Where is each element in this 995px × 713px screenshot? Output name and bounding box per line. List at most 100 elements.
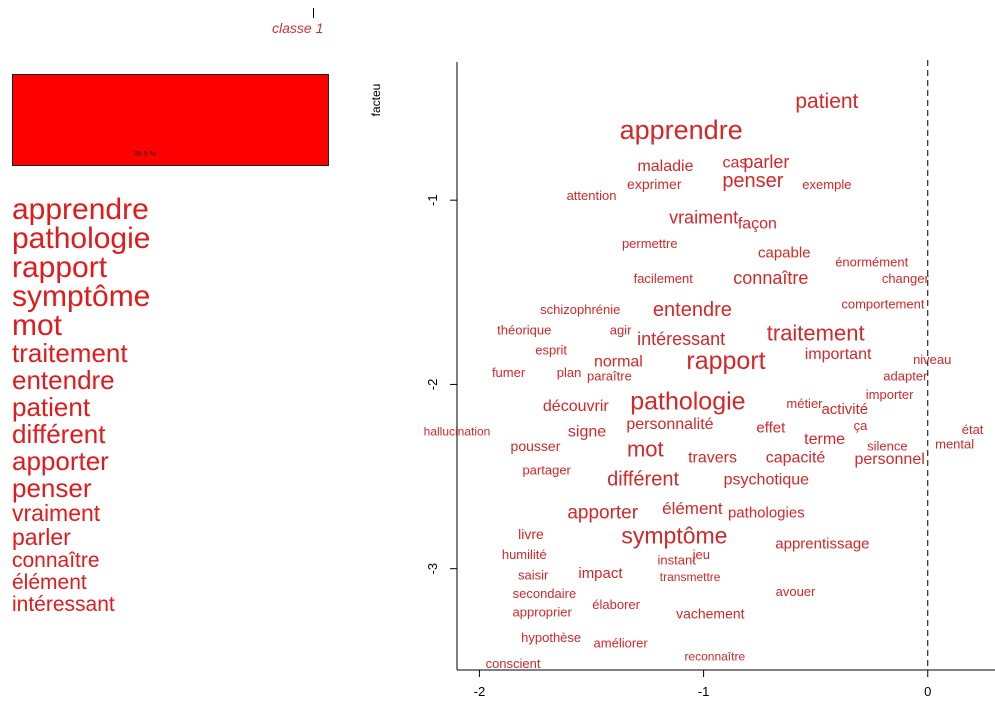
chart-word-label: niveau [913, 352, 951, 367]
chart-word-label: facilement [634, 271, 694, 286]
y-tick-label: -3 [425, 563, 440, 575]
chart-word-label: normal [594, 354, 643, 371]
chart-word-label: état [962, 422, 984, 437]
chart-word-label: reconnaître [684, 649, 745, 663]
chart-word-label: instant [658, 553, 697, 568]
chart-word-label: ça [854, 418, 869, 433]
chart-word-label: rapport [686, 347, 765, 375]
chart-word-label: hallucination [424, 424, 491, 438]
chart-word-label: jeu [692, 547, 710, 562]
chart-word-label: esprit [535, 343, 567, 358]
x-tick-label: -1 [698, 684, 710, 699]
top-words-list: apprendre pathologie rapport symptôme mot tra… [12, 195, 150, 616]
chart-word-label: mot [627, 437, 664, 462]
chart-word-label: paraître [587, 368, 632, 383]
word-list-item: apporter [12, 446, 109, 476]
word-list-item: entendre [12, 365, 115, 395]
chart-word-label: livre [518, 526, 544, 542]
chart-word-label: découvrir [543, 398, 609, 415]
chart-word-label: parler [743, 152, 789, 172]
word-list-item: apprendre [12, 193, 149, 226]
word-list-item: pathologie [12, 222, 151, 255]
chart-word-label: capable [758, 245, 811, 262]
x-tick-label: -2 [474, 684, 486, 699]
chart-word-label: transmettre [660, 570, 721, 584]
chart-word-label: façon [738, 215, 777, 232]
chart-word-label: vachement [676, 605, 745, 621]
chart-word-label: intéressant [637, 329, 725, 349]
chart-word-label: approprier [513, 604, 573, 619]
chart-word-label: pousser [511, 438, 561, 454]
chart-word-label: symptôme [621, 522, 727, 548]
chart-word-label: exprimer [627, 176, 682, 192]
chart-word-label: psychotique [724, 471, 809, 488]
chart-word-label: entendre [653, 299, 732, 321]
chart-word-label: traitement [767, 320, 865, 345]
chart-word-label: pathologie [630, 387, 745, 415]
chart-word-label: avouer [776, 584, 816, 599]
word-list-item: vraiment [12, 500, 101, 526]
chart-word-label: saisir [518, 567, 549, 582]
chart-word-label: patient [795, 90, 858, 113]
chart-word-label: importer [866, 387, 914, 402]
chart-word-label: exemple [802, 177, 851, 192]
word-list-item: connaître [12, 549, 100, 572]
chart-word-label: humilité [502, 547, 547, 562]
chart-word-label: métier [786, 396, 823, 411]
y-tick-label: -1 [425, 194, 440, 206]
y-tick-label: -2 [425, 379, 440, 391]
chart-word-label: silence [867, 439, 907, 454]
x-tick-label: 0 [924, 684, 931, 699]
word-list-item: penser [12, 473, 92, 503]
word-list-item: patient [12, 392, 91, 422]
chart-word-label: penser [722, 170, 783, 192]
word-list-item: élément [12, 571, 87, 594]
chart-word-label: théorique [497, 322, 551, 337]
word-list-item: symptôme [12, 280, 151, 313]
chart-word-label: capacité [766, 449, 826, 466]
chart-word-label: élément [662, 499, 723, 518]
chart-word-label: plan [557, 365, 582, 380]
chart-word-label: terme [804, 431, 845, 448]
chart-word-label: personnalité [626, 416, 713, 433]
chart-word-label: travers [688, 449, 737, 466]
word-list-item: rapport [12, 251, 108, 284]
chart-word-label: comportement [841, 297, 924, 312]
chart-word-label: effet [756, 420, 786, 437]
chart-word-label: pathologies [728, 504, 805, 521]
chart-word-label: vraiment [669, 207, 738, 227]
chart-word-label: connaître [733, 268, 808, 288]
chart-word-label: schizophrénie [540, 302, 620, 317]
chart-word-label: secondaire [513, 586, 577, 601]
chart-word-label: mental [935, 437, 974, 452]
chart-word-label: changer [882, 271, 930, 286]
chart-word-label: apprentissage [775, 536, 869, 553]
class-title: classe 1 [272, 20, 324, 36]
chart-word-label: activité [821, 401, 868, 418]
chart-word-label: cas [723, 155, 748, 172]
chart-word-label: élaborer [592, 597, 640, 612]
word-list-item: traitement [12, 338, 128, 368]
chart-word-label: partager [522, 462, 571, 477]
word-list-item: différent [12, 419, 106, 449]
class-proportion-bar [12, 74, 329, 166]
chart-word-label: permettre [622, 236, 678, 251]
chart-word-label: personnel [855, 451, 925, 468]
chart-word-label: impact [578, 565, 623, 582]
chart-word-label: hypothèse [521, 630, 581, 645]
chart-word-label: apporter [567, 502, 638, 523]
class-percent-label: 35.5 % [134, 151, 156, 158]
chart-word-label: maladie [637, 158, 693, 175]
y-axis-title: facteu [369, 84, 383, 117]
chart-word-label: important [805, 346, 872, 363]
chart-word-label: signe [568, 424, 606, 441]
chart-word-label: apprendre [620, 115, 743, 145]
word-list-item: parler [12, 524, 71, 550]
title-tick-mark [313, 8, 314, 18]
chart-word-label: attention [567, 188, 617, 203]
chart-word-label: énormément [835, 254, 908, 269]
chart-word-label: différent [607, 469, 679, 491]
chart-word-label: adapter [883, 368, 928, 383]
word-list-item: intéressant [12, 593, 115, 616]
chart-word-label: améliorer [594, 636, 649, 651]
